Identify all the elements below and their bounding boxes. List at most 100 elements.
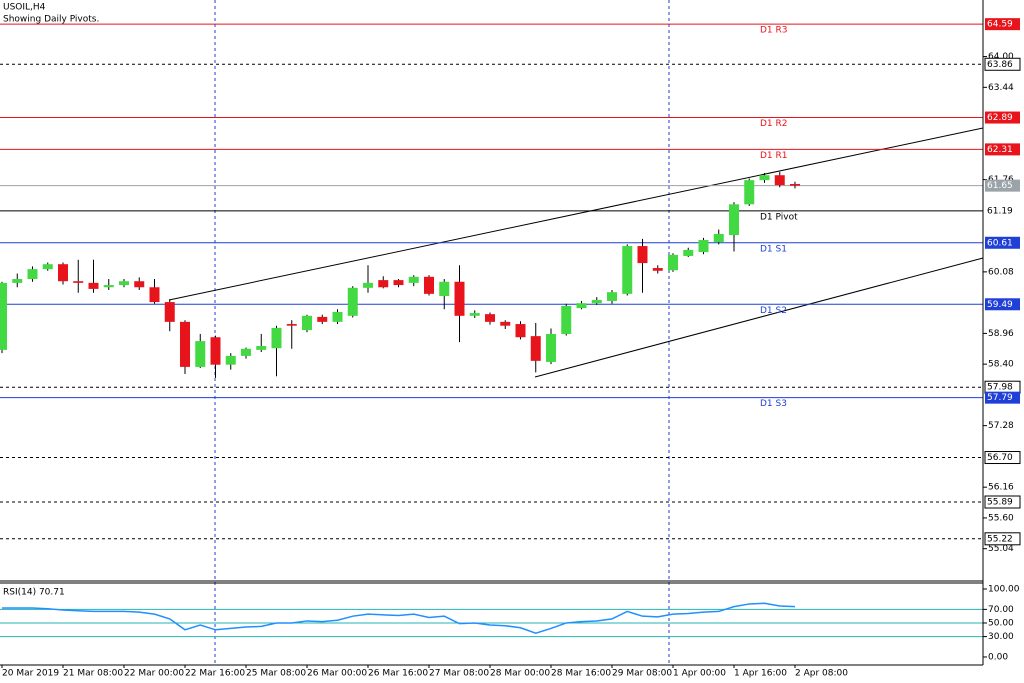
candle-body [530, 336, 541, 361]
price-label: 63.86 [987, 60, 1013, 70]
candle-body [424, 276, 434, 294]
price-label: 61.19 [987, 206, 1013, 216]
candle-body [591, 299, 602, 304]
candle-body [744, 180, 755, 205]
price-label: 62.31 [987, 145, 1013, 155]
price-label: 57.79 [987, 393, 1013, 403]
y-tick-label: 63.44 [988, 83, 1014, 93]
candle-body [134, 281, 145, 288]
price-label: 55.89 [987, 498, 1013, 508]
candle-body [774, 175, 785, 186]
chart-subtitle: Showing Daily Pivots. [3, 15, 99, 25]
candle-body [164, 302, 175, 322]
price-box [985, 179, 1020, 192]
price-label: 61.65 [987, 181, 1013, 191]
price-label: 55.22 [987, 534, 1013, 544]
candle-body [485, 314, 495, 322]
candle-body [790, 183, 800, 186]
candle-body [180, 321, 190, 367]
candle-body [576, 303, 587, 309]
chart-title: USOIL,H4 [3, 3, 46, 13]
candle-body [408, 276, 419, 283]
candle-body [561, 305, 572, 334]
pivot-name: D1 S2 [760, 306, 787, 316]
pivot-name: D1 R1 [760, 151, 788, 161]
candle-body [500, 321, 511, 326]
candle-body [210, 337, 221, 365]
y-tick-label: 55.60 [988, 513, 1014, 523]
x-tick-label: 22 Mar 00:00 [124, 669, 184, 679]
price-box [985, 391, 1020, 404]
candle-body [12, 279, 23, 283]
candle-body [622, 246, 633, 294]
candle-body [271, 327, 282, 349]
pivot-name: D1 S1 [760, 244, 787, 254]
price-box [985, 204, 1020, 217]
plot-layer [0, 23, 983, 638]
candle-body [378, 280, 389, 288]
x-tick-label: 28 Mar 16:00 [551, 669, 611, 679]
candle-body [347, 287, 358, 316]
candle-body [58, 264, 68, 282]
candle-body [88, 282, 99, 289]
candle-body [256, 346, 267, 350]
x-tick-label: 27 Mar 08:00 [429, 669, 489, 679]
candle-body [439, 281, 450, 297]
candle-body [119, 281, 129, 286]
price-box [985, 18, 1020, 31]
y-tick-label: 64.00 [988, 52, 1014, 62]
pivot-name: D1 S3 [760, 399, 787, 409]
candle-body [195, 341, 206, 367]
price-label: 62.89 [987, 113, 1013, 123]
y-tick-label: 0.00 [988, 652, 1008, 662]
candle-body [637, 246, 648, 264]
x-tick-label: 20 Mar 2019 [2, 669, 59, 679]
candle-body [363, 282, 373, 288]
x-tick-label: 26 Mar 16:00 [368, 669, 428, 679]
candle-body [454, 281, 465, 316]
candle-body [652, 268, 663, 271]
candle-body [149, 287, 160, 303]
candle-body [713, 233, 724, 243]
candle-body [469, 313, 480, 316]
x-tick-label: 26 Mar 00:00 [307, 669, 367, 679]
y-tick-label: 58.96 [988, 329, 1014, 339]
candle-body [393, 280, 404, 286]
price-label: 60.61 [987, 238, 1013, 248]
candle-body [241, 348, 251, 356]
candle-body [317, 316, 328, 322]
candle-body [759, 175, 770, 181]
price-box [984, 532, 1021, 546]
y-tick-label: 100.00 [988, 584, 1020, 594]
price-box [984, 451, 1021, 465]
price-box [985, 236, 1020, 249]
y-tick-label: 70.00 [988, 605, 1014, 615]
y-tick-label: 57.28 [988, 421, 1014, 431]
y-tick-label: 60.08 [988, 267, 1014, 277]
pivot-name: D1 R3 [760, 26, 788, 36]
trendline [534, 257, 984, 378]
candle-body [0, 282, 7, 350]
x-tick-label: 25 Mar 08:00 [246, 669, 306, 679]
candle-body [515, 324, 526, 338]
pivot-name: D1 Pivot [760, 212, 798, 222]
y-tick-label: 58.40 [988, 360, 1014, 370]
candle-body [698, 240, 709, 253]
x-tick-label: 22 Mar 16:00 [185, 669, 245, 679]
candle-body [668, 254, 678, 271]
candle-body [42, 264, 53, 270]
x-tick-label: 2 Apr 08:00 [795, 669, 848, 679]
pivot-name: D1 R2 [760, 119, 788, 129]
price-box [984, 495, 1021, 509]
y-tick-label: 30.00 [988, 632, 1014, 642]
price-box [985, 143, 1020, 156]
price-box [985, 298, 1020, 311]
candle-body [683, 249, 694, 256]
y-tick-label: 50.00 [988, 618, 1014, 628]
price-label: 56.70 [987, 453, 1013, 463]
x-tick-label: 21 Mar 08:00 [63, 669, 123, 679]
rsi-label: RSI(14) 70.71 [3, 588, 65, 598]
price-box [984, 57, 1021, 71]
x-tick-label: 1 Apr 16:00 [734, 669, 787, 679]
